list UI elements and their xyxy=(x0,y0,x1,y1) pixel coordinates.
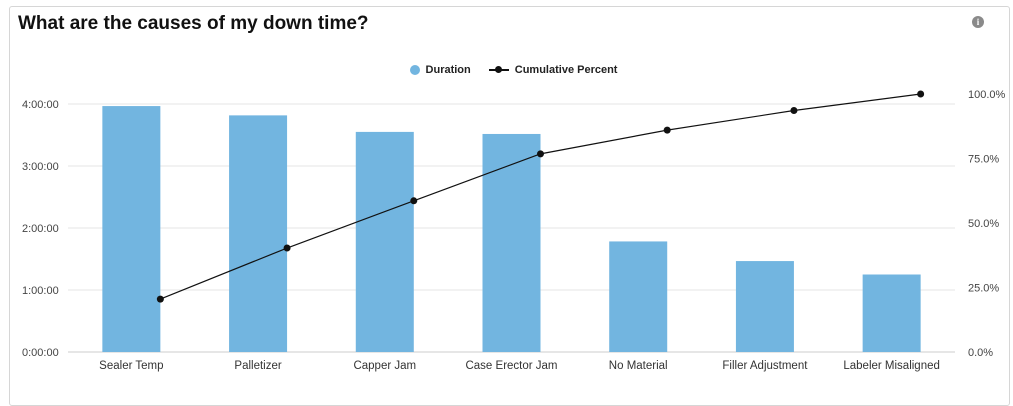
x-tick-label: Labeler Misaligned xyxy=(843,360,940,372)
bar-duration[interactable] xyxy=(862,274,921,353)
y-tick-left: 3:00:00 xyxy=(22,161,59,173)
y-tick-right: 100.0% xyxy=(968,89,1006,101)
bar-duration[interactable] xyxy=(229,115,288,352)
bar-duration[interactable] xyxy=(735,261,794,352)
cumulative-point[interactable] xyxy=(283,244,291,252)
y-tick-left: 1:00:00 xyxy=(22,285,59,297)
legend-item-cumulative[interactable]: Cumulative Percent xyxy=(488,64,618,76)
x-tick-label: Sealer Temp xyxy=(99,360,163,372)
info-icon[interactable]: i xyxy=(972,16,984,28)
x-tick-label: Filler Adjustment xyxy=(722,360,808,372)
cumulative-point[interactable] xyxy=(917,90,925,98)
chart-title: What are the causes of my down time? xyxy=(18,13,369,34)
legend-label-cumulative: Cumulative Percent xyxy=(514,64,618,76)
y-tick-right: 75.0% xyxy=(968,154,999,166)
chart-legend: Duration Cumulative Percent xyxy=(0,64,1013,76)
y-tick-right: 0.0% xyxy=(968,347,993,359)
y-tick-right: 50.0% xyxy=(968,218,999,230)
bar-duration[interactable] xyxy=(609,241,668,352)
x-tick-label: Palletizer xyxy=(234,360,281,372)
legend-swatch-cumulative xyxy=(488,66,509,73)
cumulative-point[interactable] xyxy=(790,107,798,115)
cumulative-point[interactable] xyxy=(156,295,164,303)
y-tick-left: 4:00:00 xyxy=(22,99,59,111)
bar-duration[interactable] xyxy=(102,106,161,352)
x-tick-label: Capper Jam xyxy=(353,360,416,372)
legend-swatch-duration xyxy=(409,65,420,75)
y-tick-left: 0:00:00 xyxy=(22,347,59,359)
cumulative-point[interactable] xyxy=(663,126,671,134)
x-tick-label: No Material xyxy=(609,360,668,372)
cumulative-point[interactable] xyxy=(410,197,418,205)
legend-item-duration[interactable]: Duration xyxy=(409,64,471,76)
pareto-chart: 0:00:00 1:00:00 2:00:00 3:00:00 4:00:00 0.0%… xyxy=(22,89,1006,372)
y-tick-right: 25.0% xyxy=(968,283,999,295)
y-tick-left: 2:00:00 xyxy=(22,223,59,235)
bar-duration[interactable] xyxy=(355,131,414,352)
legend-label-duration: Duration xyxy=(425,64,471,76)
cumulative-point[interactable] xyxy=(537,150,544,158)
x-tick-label: Case Erector Jam xyxy=(465,360,557,372)
bar-duration[interactable] xyxy=(482,133,541,352)
